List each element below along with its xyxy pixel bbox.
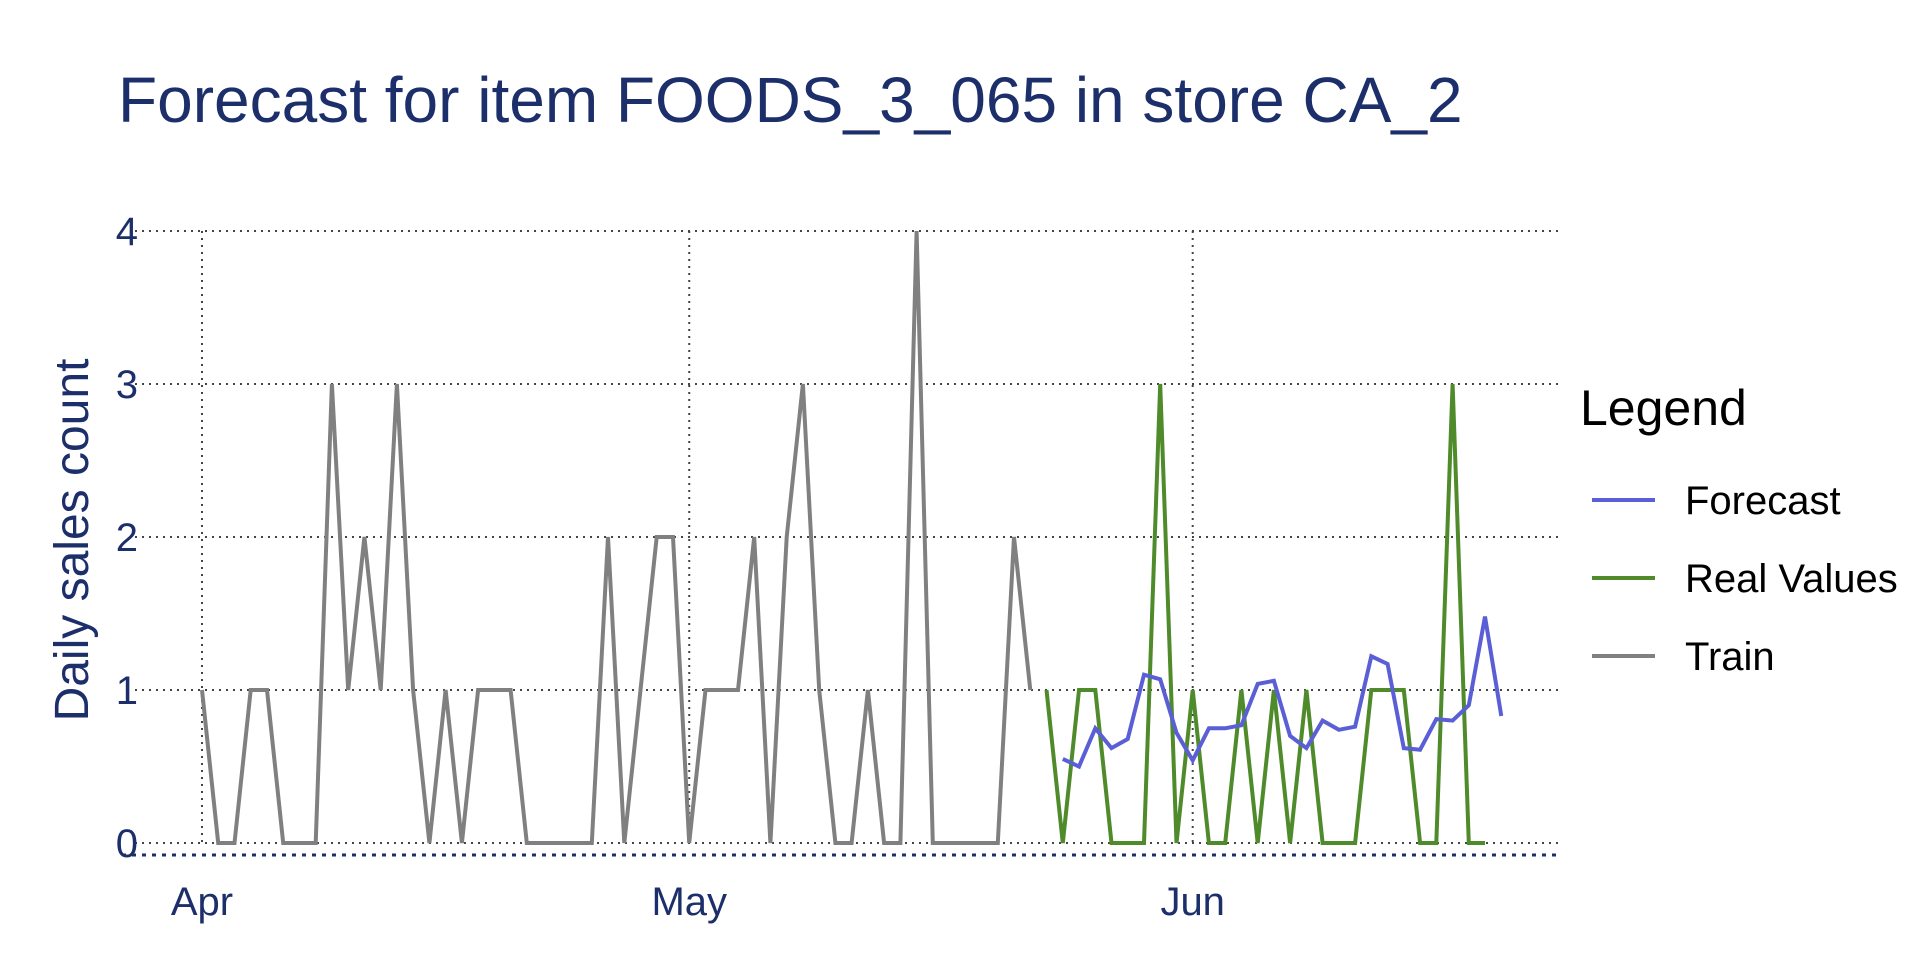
y-axis-title: Daily sales count xyxy=(46,359,99,722)
series-line-real-values xyxy=(1044,383,1485,845)
chart-title: Forecast for item FOODS_3_065 in store C… xyxy=(118,64,1463,136)
x-tick-label: May xyxy=(651,880,727,924)
legend: Legend Forecast Real Values Train xyxy=(1580,380,1898,679)
series-line-train xyxy=(200,230,1033,845)
y-tick-label: 4 xyxy=(116,210,138,254)
x-tick-label: Apr xyxy=(171,880,233,924)
x-tick-label: Jun xyxy=(1160,880,1225,924)
legend-label-train: Train xyxy=(1685,635,1775,679)
y-tick-label: 2 xyxy=(116,516,138,560)
series-lines xyxy=(200,230,1504,845)
grid-lines xyxy=(122,230,1560,857)
y-tick-label: 1 xyxy=(116,669,138,713)
y-tick-label: 0 xyxy=(116,822,138,866)
series-line-forecast xyxy=(1061,616,1504,770)
legend-label-forecast: Forecast xyxy=(1685,479,1841,523)
legend-title: Legend xyxy=(1580,380,1747,436)
y-tick-label: 3 xyxy=(116,363,138,407)
legend-label-real-values: Real Values xyxy=(1685,557,1898,601)
axis-ticks: 0 1 2 3 4 Apr May Jun xyxy=(116,210,1225,924)
